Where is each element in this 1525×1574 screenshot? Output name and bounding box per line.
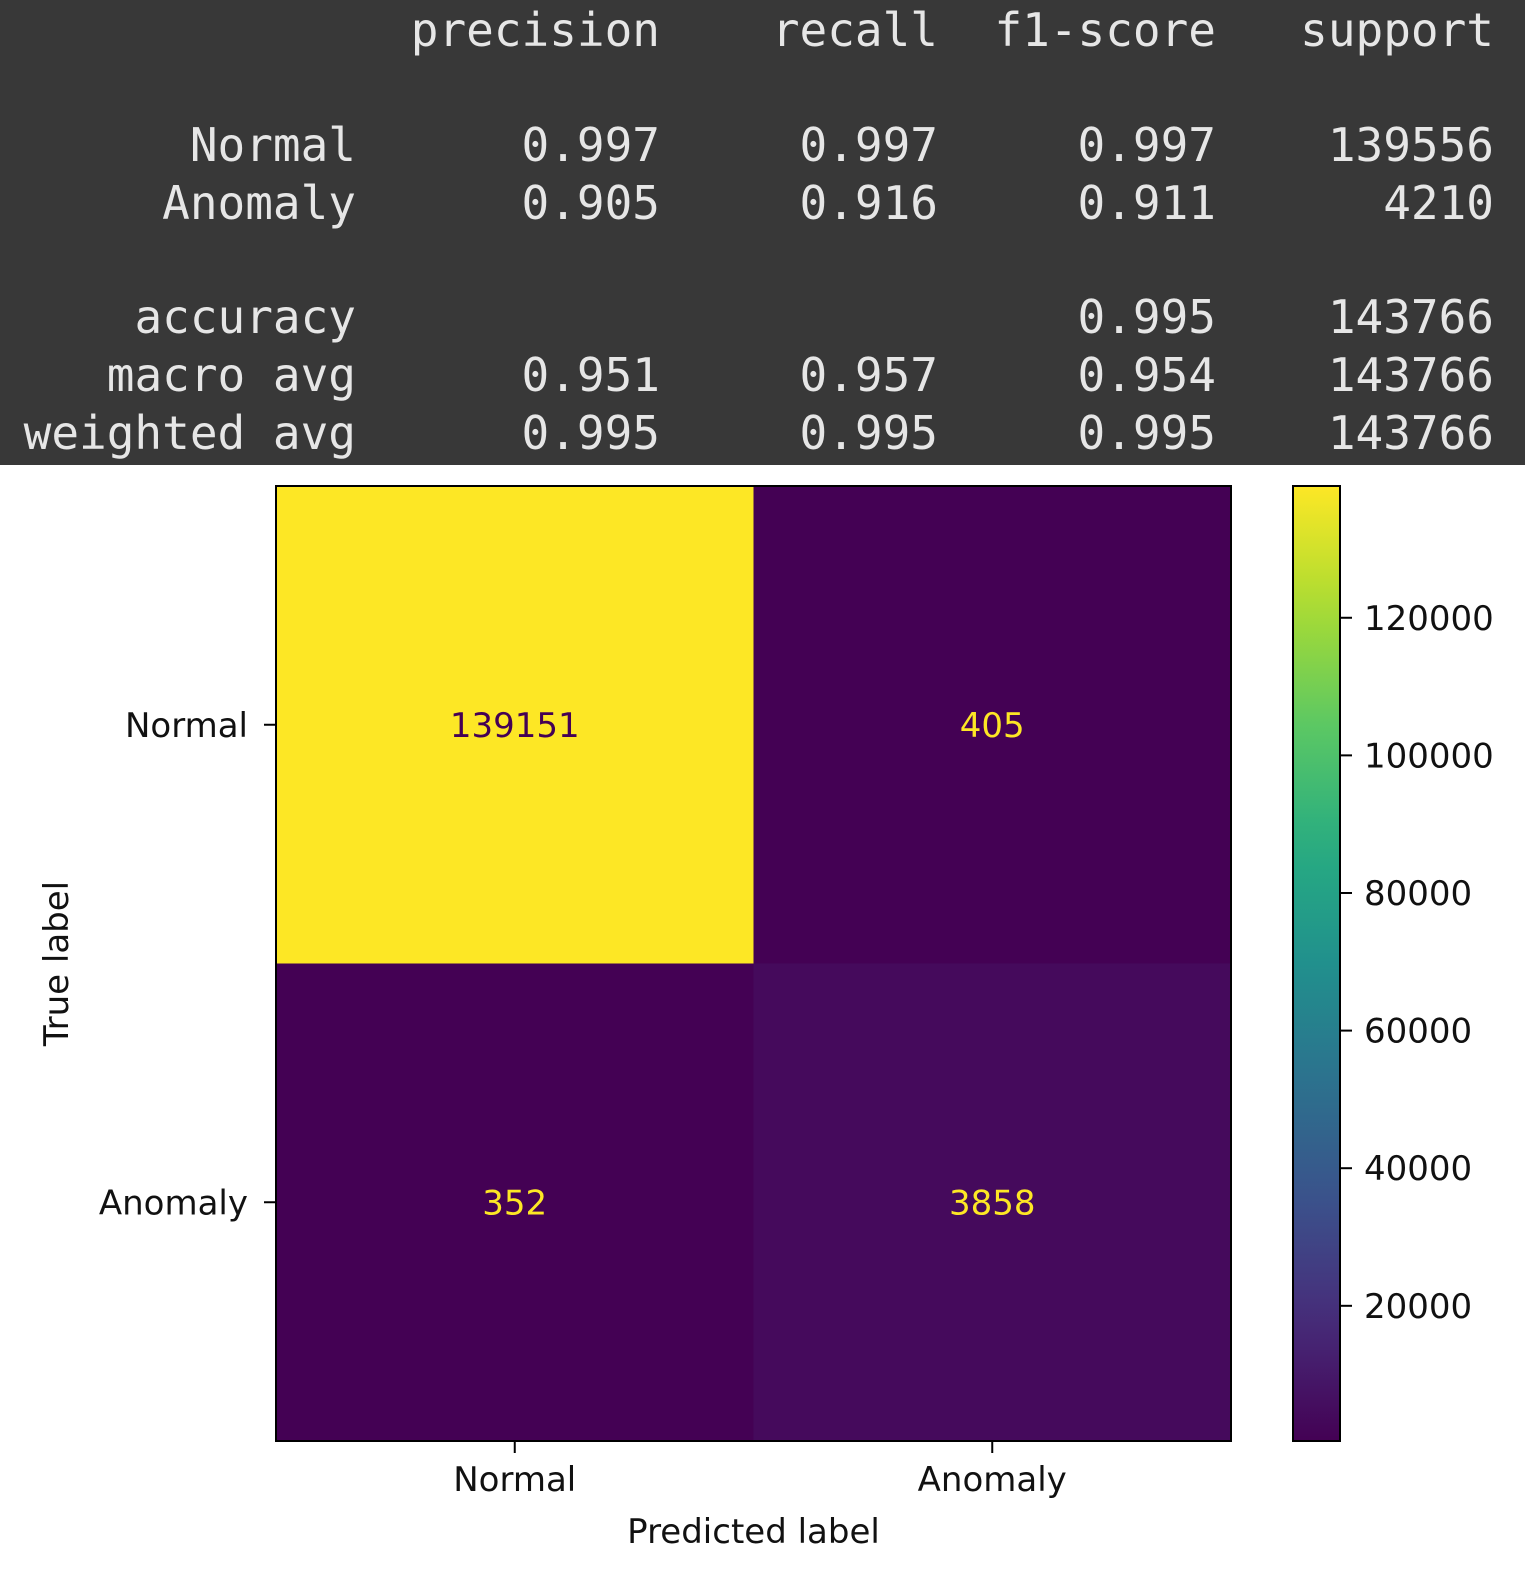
report-header-recall: recall xyxy=(771,3,938,57)
colorbar-tick-label: 120000 xyxy=(1364,599,1494,639)
report-header-support: support xyxy=(1300,3,1494,57)
report-row-label: macro avg xyxy=(106,348,356,402)
report-support-value: 143766 xyxy=(1327,406,1494,460)
report-f1-value: 0.911 xyxy=(1077,176,1216,230)
report-row-label: weighted avg xyxy=(23,406,356,460)
report-row-label: Normal xyxy=(189,118,356,172)
y-axis-title: True label xyxy=(37,881,77,1047)
report-precision-value: 0.997 xyxy=(521,118,660,172)
matrix-cell xyxy=(276,963,754,1441)
report-header-f1-score: f1-score xyxy=(994,3,1216,57)
colorbar-tick-label: 100000 xyxy=(1364,736,1494,776)
report-precision-value: 0.951 xyxy=(521,348,660,402)
y-tick-label: Anomaly xyxy=(99,1183,248,1223)
report-f1-value: 0.954 xyxy=(1077,348,1216,402)
report-f1-value: 0.997 xyxy=(1077,118,1216,172)
report-precision-value: 0.995 xyxy=(521,406,660,460)
report-header-precision: precision xyxy=(410,3,660,57)
report-f1-value: 0.995 xyxy=(1077,406,1216,460)
report-row-label: accuracy xyxy=(134,290,356,344)
matrix-frame xyxy=(275,485,1232,1442)
x-tick-label: Anomaly xyxy=(918,1460,1067,1500)
report-support-value: 143766 xyxy=(1327,348,1494,402)
x-axis-title: Predicted label xyxy=(627,1512,880,1552)
colorbar-tick-label: 80000 xyxy=(1364,874,1472,914)
matrix-cell-value: 405 xyxy=(960,706,1025,746)
report-recall-value: 0.957 xyxy=(799,348,938,402)
matrix-cell-value: 139151 xyxy=(450,706,580,746)
report-recall-value: 0.997 xyxy=(799,118,938,172)
matrix-cell xyxy=(753,486,1231,964)
report-support-value: 143766 xyxy=(1327,290,1494,344)
colorbar xyxy=(1292,485,1341,1442)
report-support-value: 139556 xyxy=(1327,118,1494,172)
matrix-cell-value: 3858 xyxy=(949,1183,1036,1223)
colorbar-tick-label: 60000 xyxy=(1364,1012,1472,1052)
classification-report: precision recall f1-score support Normal 0.99… xyxy=(0,0,1525,465)
report-support-value: 4210 xyxy=(1383,176,1494,230)
report-precision-value: 0.905 xyxy=(521,176,660,230)
y-tick-label: Normal xyxy=(125,706,248,746)
colorbar-tick-label: 20000 xyxy=(1364,1287,1472,1327)
matrix-cell-value: 352 xyxy=(482,1183,547,1223)
x-tick-label: Normal xyxy=(453,1460,576,1500)
matrix-cell xyxy=(753,963,1231,1441)
report-f1-value: 0.995 xyxy=(1077,290,1216,344)
report-row-label: Anomaly xyxy=(162,176,356,230)
report-recall-value: 0.995 xyxy=(799,406,938,460)
matrix-cell xyxy=(276,486,754,964)
colorbar-tick-label: 40000 xyxy=(1364,1149,1472,1189)
report-recall-value: 0.916 xyxy=(799,176,938,230)
